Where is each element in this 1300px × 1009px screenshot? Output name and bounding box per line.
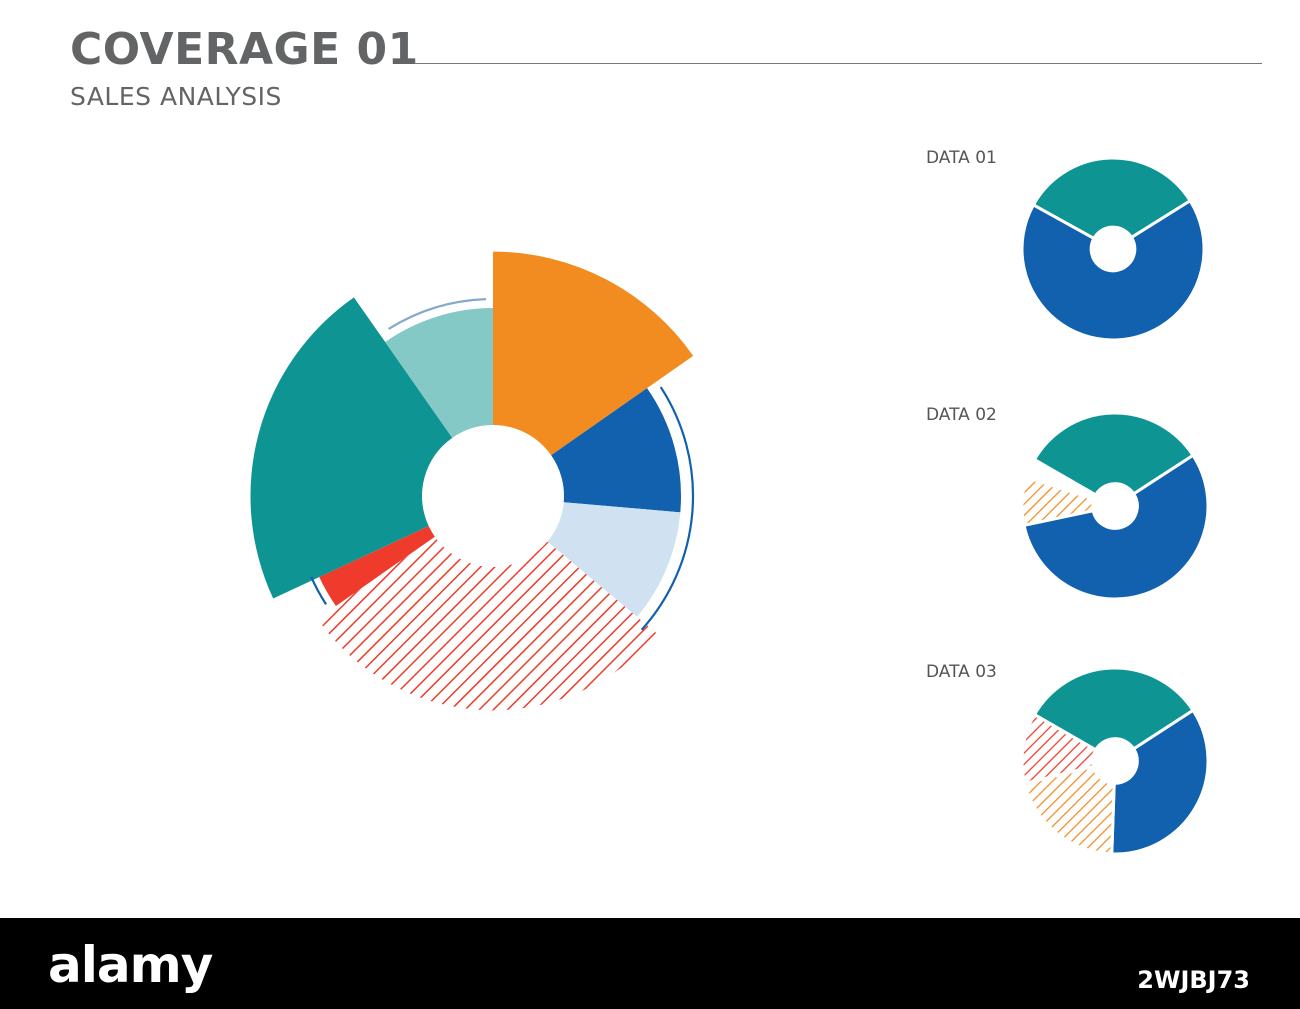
data-3-slice-3 (1023, 764, 1116, 856)
main-chart-slice-1 (493, 251, 694, 456)
data-2-slice-1 (1032, 411, 1195, 497)
main-chart-slice-2 (551, 388, 681, 513)
main-polar-donut-chart (250, 251, 694, 711)
title-divider-line (414, 63, 1262, 64)
data-01-label: DATA 01 (926, 148, 997, 168)
data-02-donut-chart (1020, 411, 1210, 601)
main-chart-slice-3 (547, 502, 681, 617)
main-chart-slice-5 (319, 526, 435, 606)
data-02-label: DATA 02 (926, 405, 997, 425)
data-2-slice-3 (1020, 475, 1096, 527)
main-chart-outline-arcs (310, 298, 695, 631)
watermark-logo: alamy (48, 936, 213, 994)
watermark-footer-bar: alamy 2WJBJ73 (0, 918, 1300, 1009)
outline-arc-left (310, 576, 328, 605)
charts-canvas (250, 156, 1210, 856)
main-chart-slice-7 (385, 308, 493, 438)
outline-arc-top (388, 298, 487, 330)
main-chart-slice-4 (317, 536, 658, 711)
page-title: COVERAGE 01 (70, 24, 419, 75)
data-1-slice-2 (1020, 199, 1206, 342)
data-03-donut-chart (1020, 666, 1210, 856)
data-01-donut-chart (1020, 156, 1206, 342)
page-subtitle: SALES ANALYSIS (70, 82, 282, 111)
data-1-slice-1 (1031, 156, 1192, 240)
data-3-slice-1 (1032, 666, 1195, 752)
data-3-slice-4 (1020, 713, 1098, 785)
data-2-slice-2 (1022, 453, 1210, 601)
watermark-image-id: 2WJBJ73 (1137, 966, 1250, 994)
main-chart-slice-6 (250, 297, 453, 599)
data-03-label: DATA 03 (926, 662, 997, 682)
outline-arc-right (640, 386, 695, 631)
data-3-slice-2 (1110, 708, 1210, 856)
